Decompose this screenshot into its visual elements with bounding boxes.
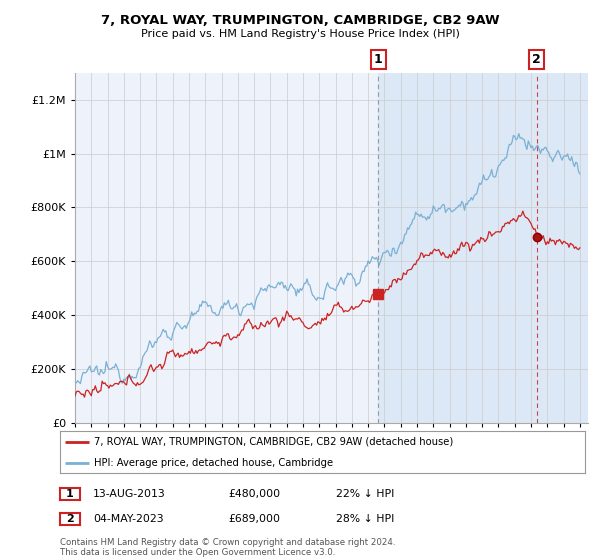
Text: HPI: Average price, detached house, Cambridge: HPI: Average price, detached house, Camb… — [94, 458, 333, 468]
Text: 2: 2 — [532, 53, 541, 66]
Text: £689,000: £689,000 — [228, 514, 280, 524]
Text: £480,000: £480,000 — [228, 489, 280, 499]
Text: Price paid vs. HM Land Registry's House Price Index (HPI): Price paid vs. HM Land Registry's House … — [140, 29, 460, 39]
Text: 22% ↓ HPI: 22% ↓ HPI — [336, 489, 394, 499]
Text: 13-AUG-2013: 13-AUG-2013 — [93, 489, 166, 499]
Text: 1: 1 — [66, 489, 74, 499]
Text: 04-MAY-2023: 04-MAY-2023 — [93, 514, 164, 524]
Text: 2: 2 — [66, 514, 74, 524]
Text: 1: 1 — [374, 53, 383, 66]
Text: Contains HM Land Registry data © Crown copyright and database right 2024.
This d: Contains HM Land Registry data © Crown c… — [60, 538, 395, 557]
Text: 7, ROYAL WAY, TRUMPINGTON, CAMBRIDGE, CB2 9AW: 7, ROYAL WAY, TRUMPINGTON, CAMBRIDGE, CB… — [101, 14, 499, 27]
Bar — [378, 73, 588, 423]
Text: 28% ↓ HPI: 28% ↓ HPI — [336, 514, 394, 524]
Text: 7, ROYAL WAY, TRUMPINGTON, CAMBRIDGE, CB2 9AW (detached house): 7, ROYAL WAY, TRUMPINGTON, CAMBRIDGE, CB… — [94, 437, 454, 447]
